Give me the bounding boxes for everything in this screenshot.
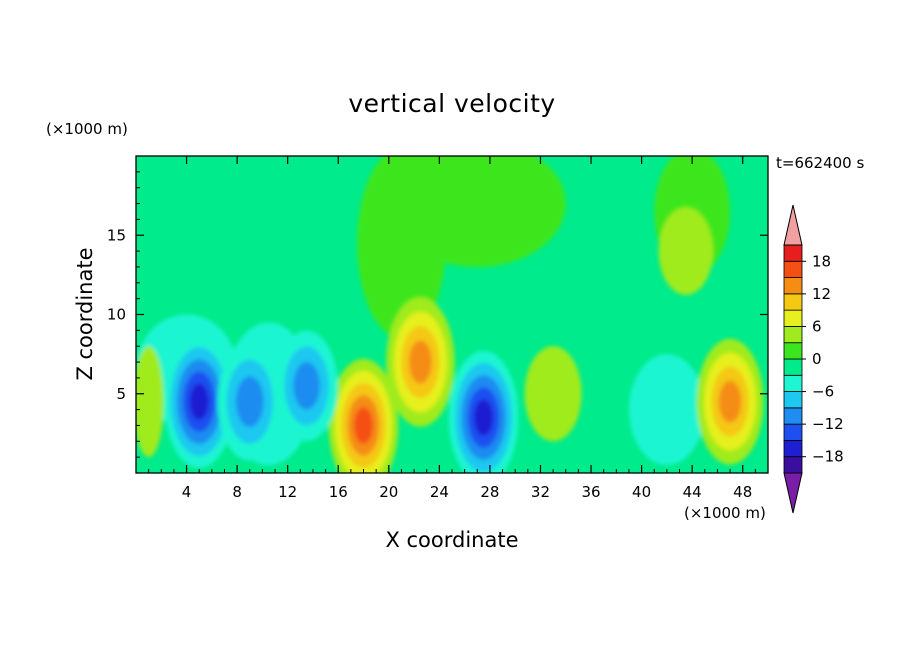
- colorbar-box: [783, 293, 803, 311]
- contour-cell: [658, 207, 714, 295]
- colorbar-tick-label: 18: [812, 252, 831, 270]
- contour-cell: [293, 362, 320, 410]
- colorbar-box: [783, 277, 803, 295]
- colorbar-box: [783, 260, 803, 278]
- y-unit-label: (×1000 m): [46, 120, 128, 138]
- colorbar-box: [783, 456, 803, 474]
- chart-title: vertical velocity: [348, 89, 555, 118]
- contour-cell: [354, 407, 373, 444]
- colorbar-tick-label: 0: [812, 350, 822, 368]
- colorbar-box: [783, 309, 803, 327]
- colorbar-max-arrow: [783, 204, 803, 246]
- contour-cell: [409, 340, 432, 384]
- plot-area: [136, 156, 768, 473]
- colorbar-box: [783, 326, 803, 344]
- contour-cell: [235, 376, 264, 427]
- y-tick-label: 10: [107, 306, 126, 324]
- contour-cell: [474, 399, 494, 436]
- colorbar-box: [783, 342, 803, 360]
- colorbar-tick-label: −6: [812, 383, 834, 401]
- x-tick-label: 16: [329, 483, 348, 501]
- field-region: [628, 354, 705, 466]
- y-tick-label: 15: [107, 226, 126, 244]
- colorbar: 18 12 6 0 −6 −12 −18: [783, 204, 844, 514]
- y-axis: 5 10 15: [107, 171, 768, 458]
- colorbar-box: [783, 440, 803, 458]
- x-tick-label: 36: [581, 483, 600, 501]
- colorbar-tick-label: −12: [812, 415, 844, 433]
- x-axis: 4 8 12 16 20 24 28 32 36 40 44 48: [148, 156, 756, 501]
- velocity-field: [136, 156, 764, 473]
- x-tick-label: 8: [232, 483, 242, 501]
- colorbar-box: [783, 391, 803, 409]
- x-tick-label: 48: [733, 483, 752, 501]
- colorbar-tick-label: 6: [812, 317, 822, 335]
- field-region: [357, 156, 446, 339]
- colorbar-tick-label: −18: [812, 448, 844, 466]
- contour-cell: [524, 346, 582, 442]
- colorbar-box: [783, 407, 803, 425]
- y-tick-label: 5: [116, 385, 126, 403]
- colorbar-min-arrow: [783, 472, 803, 514]
- x-tick-label: 44: [683, 483, 702, 501]
- contour-cell: [718, 380, 742, 423]
- x-tick-label: 20: [379, 483, 398, 501]
- colorbar-box: [783, 423, 803, 441]
- x-tick-label: 40: [632, 483, 651, 501]
- y-axis-label: Z coordinate: [73, 247, 97, 380]
- x-unit-label: (×1000 m): [684, 504, 766, 522]
- colorbar-box: [783, 358, 803, 376]
- x-tick-label: 4: [182, 483, 192, 501]
- x-axis-label: X coordinate: [385, 528, 518, 552]
- colorbar-box: [783, 374, 803, 392]
- contour-cell: [189, 383, 209, 420]
- x-tick-label: 24: [430, 483, 449, 501]
- x-tick-label: 28: [480, 483, 499, 501]
- colorbar-tick-label: 12: [812, 285, 831, 303]
- x-tick-label: 32: [531, 483, 550, 501]
- time-label: t=662400 s: [776, 154, 864, 172]
- field-region: [136, 346, 164, 458]
- colorbar-box: [783, 244, 803, 262]
- x-tick-label: 12: [278, 483, 297, 501]
